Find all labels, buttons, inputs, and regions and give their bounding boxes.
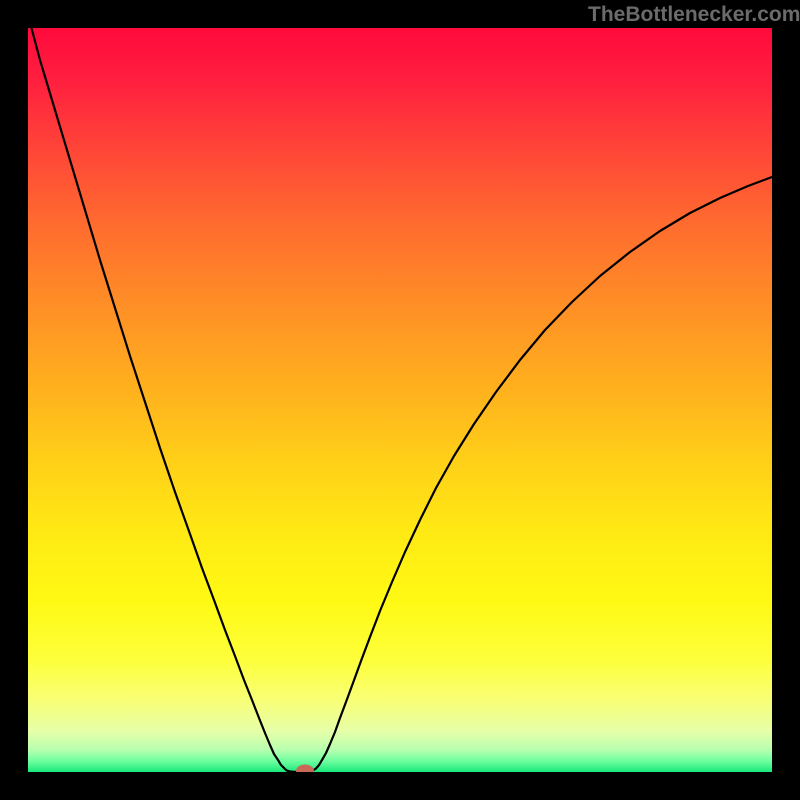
chart-frame (0, 0, 800, 800)
watermark-text: TheBottlenecker.com (588, 3, 800, 27)
